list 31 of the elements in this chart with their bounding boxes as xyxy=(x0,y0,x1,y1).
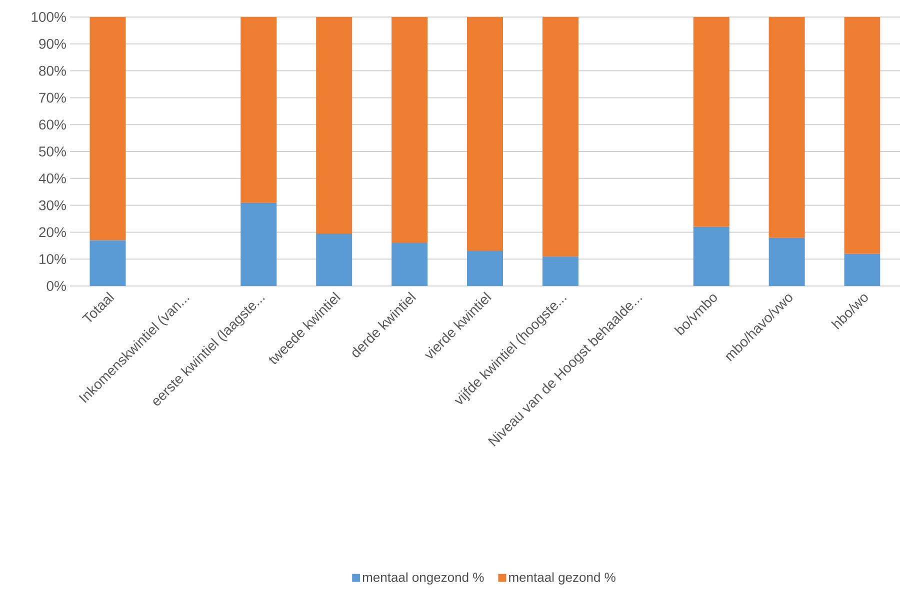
y-tick-label: 50% xyxy=(39,146,66,156)
y-tick-label: 20% xyxy=(39,227,66,238)
y-tick-label: 10% xyxy=(40,254,66,264)
bar xyxy=(768,16,805,238)
y-tick-label: 40% xyxy=(38,173,66,184)
bar xyxy=(542,256,578,286)
bar xyxy=(90,240,126,286)
y-tick-label: 60% xyxy=(39,120,66,130)
y-tick-label: 30% xyxy=(38,200,66,210)
bar xyxy=(768,238,805,286)
y-tick-label: 90% xyxy=(39,38,66,49)
y-tick-label: 80% xyxy=(39,66,66,76)
y-tick-label: 0% xyxy=(46,281,66,291)
bar xyxy=(844,254,880,286)
bar xyxy=(316,16,352,234)
bar xyxy=(467,251,503,286)
bar xyxy=(467,16,503,252)
bar xyxy=(240,202,277,286)
bar xyxy=(844,16,880,254)
y-tick-label: 70% xyxy=(39,92,66,103)
bar xyxy=(392,242,428,286)
legend-label: mentaal gezond % xyxy=(509,572,616,585)
bar xyxy=(693,226,730,286)
bar xyxy=(90,16,126,240)
bar xyxy=(316,234,352,286)
legend-label: mentaal ongezond % xyxy=(362,572,484,585)
bar xyxy=(392,16,428,243)
bar xyxy=(240,16,277,203)
bar xyxy=(693,16,730,227)
y-tick-label: 100% xyxy=(32,12,66,22)
bar xyxy=(542,16,578,256)
